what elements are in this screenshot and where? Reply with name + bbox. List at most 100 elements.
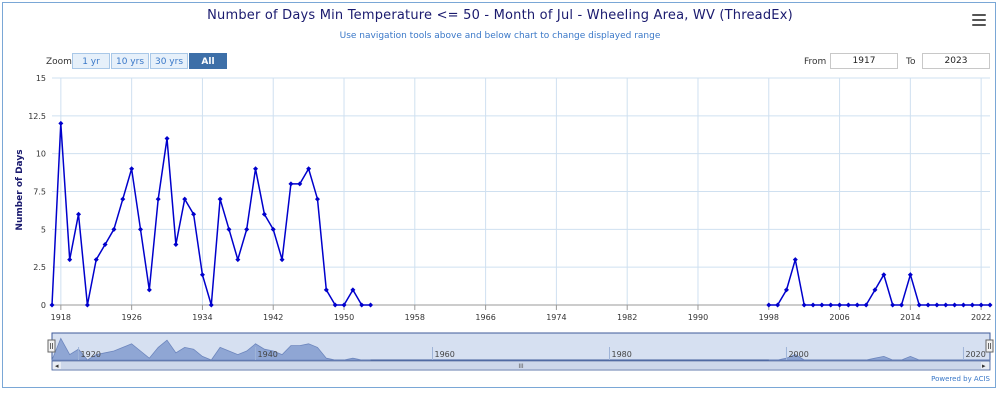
data-point (845, 302, 851, 308)
zoom-all-button[interactable]: All (189, 53, 227, 69)
navigator-tick-label: 2020 (965, 350, 985, 359)
data-point (925, 302, 931, 308)
scroll-right-arrow-icon[interactable]: ▸ (982, 362, 986, 370)
data-point (164, 136, 170, 142)
data-point (58, 120, 64, 126)
navigator-tick-label: 1940 (258, 350, 278, 359)
data-point (987, 302, 993, 308)
zoom-1yr-button[interactable]: 1 yr (72, 53, 110, 69)
data-point (270, 226, 276, 232)
navigator-handle[interactable] (47, 339, 56, 353)
data-point (863, 302, 869, 308)
x-tick-label: 2014 (900, 313, 920, 322)
scroll-left-arrow-icon[interactable]: ◂ (55, 362, 59, 370)
data-point (854, 302, 860, 308)
x-tick-label: 1950 (334, 313, 354, 322)
hamburger-menu-icon[interactable] (972, 14, 986, 26)
data-point (801, 302, 807, 308)
x-tick-label: 1958 (405, 313, 425, 322)
data-point (49, 302, 55, 308)
data-point (350, 287, 356, 293)
navigator-area (51, 337, 371, 361)
data-point (359, 302, 365, 308)
data-point (969, 302, 975, 308)
navigator-tick-label: 1920 (81, 350, 101, 359)
navigator-tick-label: 2000 (788, 350, 808, 359)
x-tick-label: 1982 (617, 313, 637, 322)
series-line (768, 259, 990, 306)
data-point (173, 241, 179, 247)
data-point (129, 166, 135, 172)
data-point (978, 302, 984, 308)
x-tick-label: 1974 (546, 313, 566, 322)
powered-by-link[interactable]: Powered by ACIS (931, 375, 990, 383)
data-point (120, 196, 126, 202)
to-date-input[interactable] (922, 53, 990, 69)
navigator-window (51, 332, 991, 361)
data-point (934, 302, 940, 308)
data-point (323, 287, 329, 293)
x-tick-label: 1918 (51, 313, 71, 322)
data-point (766, 302, 772, 308)
x-tick-label: 1934 (192, 313, 212, 322)
series-line (51, 123, 371, 306)
data-point (111, 226, 117, 232)
y-tick-label: 5 (41, 225, 46, 234)
data-point (137, 226, 143, 232)
data-point (93, 257, 99, 263)
y-tick-label: 15 (36, 74, 46, 83)
y-tick-label: 12.5 (28, 112, 46, 121)
chart-title: Number of Days Min Temperature <= 50 - M… (207, 8, 793, 23)
data-point (783, 287, 789, 293)
zoom-10yrs-button[interactable]: 10 yrs (111, 53, 149, 69)
y-tick-label: 2.5 (33, 263, 46, 272)
navigator-tick-label: 1980 (611, 350, 631, 359)
data-point (819, 302, 825, 308)
data-point (261, 211, 267, 217)
y-tick-label: 0 (41, 301, 46, 310)
data-point (960, 302, 966, 308)
data-point (279, 257, 285, 263)
x-tick-label: 1942 (263, 313, 283, 322)
from-date-input[interactable] (830, 53, 898, 69)
data-point (182, 196, 188, 202)
data-point (76, 211, 82, 217)
data-point (952, 302, 958, 308)
grid-layer (52, 77, 990, 306)
data-point (890, 302, 896, 308)
zoom-label: Zoom (46, 57, 72, 67)
x-tick-label: 2022 (971, 313, 991, 322)
chart-container (2, 2, 996, 388)
data-point (253, 166, 259, 172)
navigator-tick-label: 1960 (435, 350, 455, 359)
x-tick-label: 1926 (121, 313, 141, 322)
y-tick-label: 7.5 (33, 188, 46, 197)
data-point (810, 302, 816, 308)
scrollbar-thumb (61, 362, 981, 369)
data-point (881, 272, 887, 278)
data-point (341, 302, 347, 308)
data-point (208, 302, 214, 308)
data-point (217, 196, 223, 202)
x-tick-label: 2006 (829, 313, 849, 322)
data-point (332, 302, 338, 308)
data-point (916, 302, 922, 308)
to-label: To (906, 57, 916, 67)
data-point (828, 302, 834, 308)
data-point (306, 166, 312, 172)
series-layer (49, 120, 993, 308)
data-point (837, 302, 843, 308)
data-point (943, 302, 949, 308)
y-tick-label: 10 (36, 150, 46, 159)
scrollbar-grip: III (518, 363, 524, 370)
data-point (792, 257, 798, 263)
zoom-30yrs-button[interactable]: 30 yrs (150, 53, 188, 69)
data-point (146, 287, 152, 293)
data-point (907, 272, 913, 278)
y-axis-label: Number of Days (15, 149, 25, 230)
data-point (155, 196, 161, 202)
data-point (102, 241, 108, 247)
data-point (235, 257, 241, 263)
navigator-handle[interactable] (985, 339, 994, 353)
